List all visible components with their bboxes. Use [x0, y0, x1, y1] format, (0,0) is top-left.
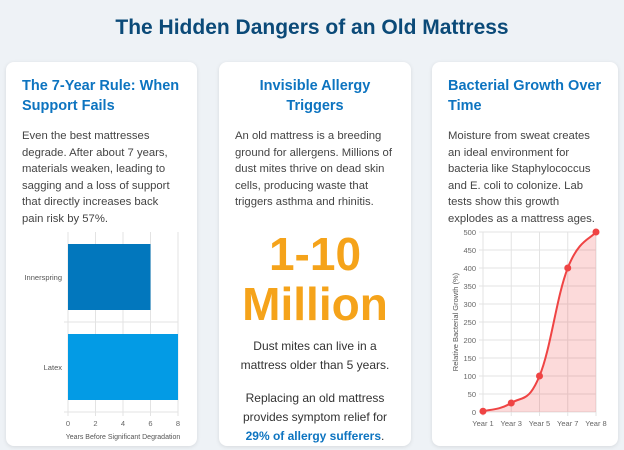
y-category-label: Latex [44, 363, 63, 372]
big-stat-line2: Million [242, 277, 388, 330]
big-stat: 1-10 Million [235, 229, 395, 329]
data-point-year-5 [536, 372, 543, 380]
y-tick-label: 250 [463, 318, 476, 327]
y-tick-label: 500 [463, 228, 476, 237]
y-tick-label: 400 [463, 264, 476, 273]
big-stat-line1: 1-10 [268, 227, 362, 280]
card-text: Moisture from sweat creates an ideal env… [448, 130, 595, 225]
x-tick-label: Year 7 [557, 419, 578, 428]
stat-caption: Dust mites can live in a mattress older … [240, 338, 390, 372]
card-bacterial-growth: Bacterial Growth Over Time Moisture from… [432, 62, 618, 446]
data-point-year-7 [564, 264, 572, 272]
y-tick-label: 350 [463, 282, 476, 291]
card-heading: Bacterial Growth Over Time [448, 78, 602, 114]
bar-innerspring [68, 244, 151, 310]
y-tick-label: 200 [463, 336, 476, 345]
x-tick-label: 2 [93, 419, 97, 428]
card-text: An old mattress is a breeding ground for… [235, 130, 392, 208]
y-tick-label: 150 [463, 354, 476, 363]
data-point-year-3 [507, 399, 515, 407]
y-tick-label: 100 [463, 372, 476, 381]
card-heading: Invisible Allergy Triggers [259, 78, 371, 114]
y-axis-title: Relative Bacterial Growth (%) [451, 272, 460, 371]
y-tick-label: 300 [463, 300, 476, 309]
bar-latex [68, 334, 178, 400]
relief-text: Replacing an old mattress provides sympt… [235, 389, 395, 446]
y-tick-label: 0 [472, 408, 476, 417]
x-tick-label: Year 8 [585, 419, 606, 428]
data-point-year-1 [479, 407, 487, 415]
series-line [482, 231, 597, 413]
x-tick-label: 0 [66, 419, 70, 428]
x-tick-label: Year 5 [529, 419, 550, 428]
x-tick-label: 8 [176, 419, 180, 428]
data-point-year-8 [592, 228, 600, 236]
x-tick-label: 4 [121, 419, 125, 428]
x-tick-label: 6 [148, 419, 152, 428]
y-tick-label: 450 [463, 246, 476, 255]
page-title: The Hidden Dangers of an Old Mattress [115, 16, 509, 39]
relief-prefix: Replacing an old mattress provides sympt… [242, 390, 388, 424]
card-text: Even the best mattresses degrade. After … [22, 130, 170, 225]
x-tick-label: Year 1 [472, 419, 493, 428]
x-tick-label: Year 3 [501, 419, 522, 428]
card-heading: The 7-Year Rule: When Support Fails [22, 78, 180, 114]
x-axis-title: Years Before Significant Degradation [66, 434, 181, 441]
area-fill [483, 232, 596, 412]
card-allergy-triggers: Invisible Allergy Triggers An old mattre… [219, 62, 411, 446]
relief-suffix: . [381, 428, 385, 443]
y-tick-label: 50 [468, 390, 476, 399]
y-category-label: Innerspring [24, 273, 62, 282]
relief-highlight: 29% of allergy sufferers [245, 428, 382, 443]
